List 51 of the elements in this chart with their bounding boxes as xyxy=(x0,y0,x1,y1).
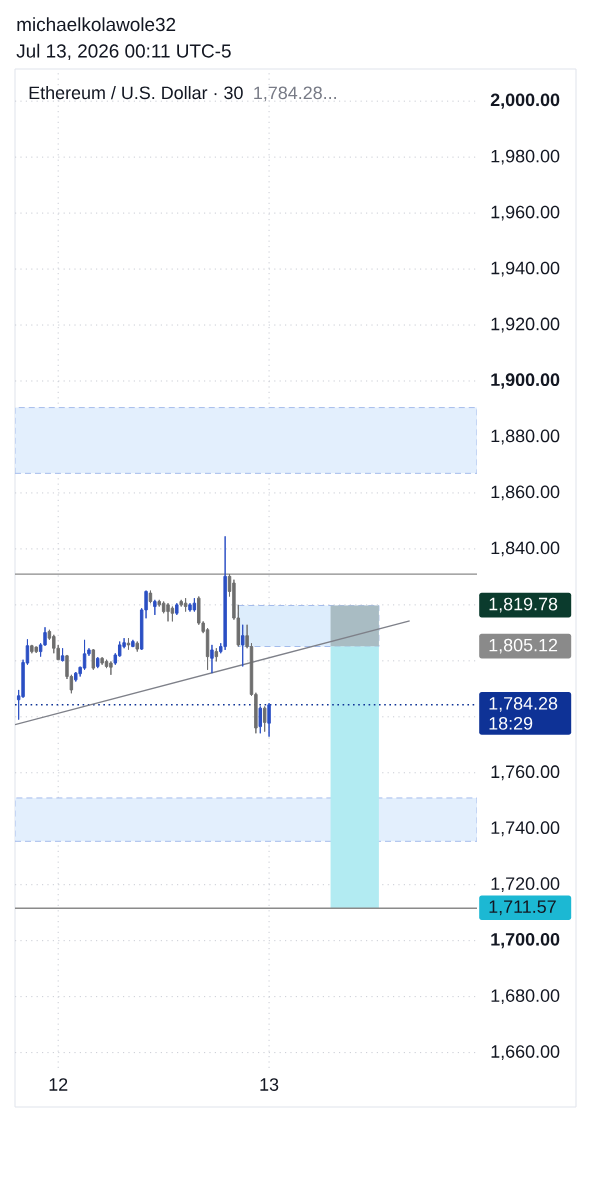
y-tick-label: 1,920.00 xyxy=(491,317,560,333)
candlestick xyxy=(96,656,100,669)
y-tick-label: 2,000.00 xyxy=(490,93,560,109)
candlestick xyxy=(153,599,157,616)
text: 1,784.28... xyxy=(254,86,336,102)
candlestick xyxy=(91,648,96,671)
y-tick-label: 1,860.00 xyxy=(491,485,560,501)
candlestick xyxy=(109,660,113,676)
candlestick xyxy=(183,597,188,613)
text: Jul 13, 2026 00:11 UTC-5 xyxy=(16,43,231,60)
candlestick xyxy=(135,641,140,653)
y-tick-label: 1,660.00 xyxy=(491,1045,560,1061)
candlestick xyxy=(262,705,267,733)
candlestick xyxy=(60,647,65,662)
text: Ethereum / U.S. Dollar · 30 xyxy=(29,86,243,100)
y-tick-label: 1,700.00 xyxy=(491,933,560,949)
x-tick-label: 12 xyxy=(49,1078,68,1091)
ref-line-label: 1,784.28 18:29 xyxy=(489,697,558,730)
y-tick-label: 1,980.00 xyxy=(491,149,560,165)
text: michaelkolawole32 xyxy=(17,17,176,32)
y-tick-label: 1,940.00 xyxy=(491,261,560,277)
y-tick-label: 1,711.57 xyxy=(489,900,556,916)
y-tick-label: 1,840.00 xyxy=(491,541,560,557)
candlestick xyxy=(214,647,219,662)
candlestick xyxy=(166,602,170,622)
candlestick xyxy=(148,590,153,604)
y-tick-label: 1,760.00 xyxy=(491,765,560,781)
y-tick-label: 1,720.00 xyxy=(491,877,560,893)
candlestick xyxy=(210,644,214,674)
candlestick xyxy=(240,624,245,667)
candlestick xyxy=(223,535,227,651)
candlestick xyxy=(170,606,175,622)
y-tick-label: 1,819.78 xyxy=(489,597,558,613)
candlestick xyxy=(179,599,183,608)
candlestick xyxy=(100,656,104,666)
y-tick-label: 1,880.00 xyxy=(491,429,560,445)
x-tick-label: 13 xyxy=(260,1078,279,1091)
candlestick xyxy=(258,705,263,734)
candlestick xyxy=(131,639,135,648)
y-tick-label: 1,805.12 xyxy=(489,638,558,654)
candlestick xyxy=(192,597,197,613)
candlestick xyxy=(267,702,271,738)
candlestick xyxy=(34,646,38,654)
y-tick-label: 1,680.00 xyxy=(491,989,560,1005)
candlestick xyxy=(188,602,192,613)
candlestick xyxy=(126,637,131,651)
y-tick-label: 1,740.00 xyxy=(491,821,560,837)
y-tick-label: 1,960.00 xyxy=(491,205,560,221)
candlestick xyxy=(175,602,179,616)
candlestick xyxy=(30,644,34,654)
y-tick-label: 1,900.00 xyxy=(491,373,560,389)
